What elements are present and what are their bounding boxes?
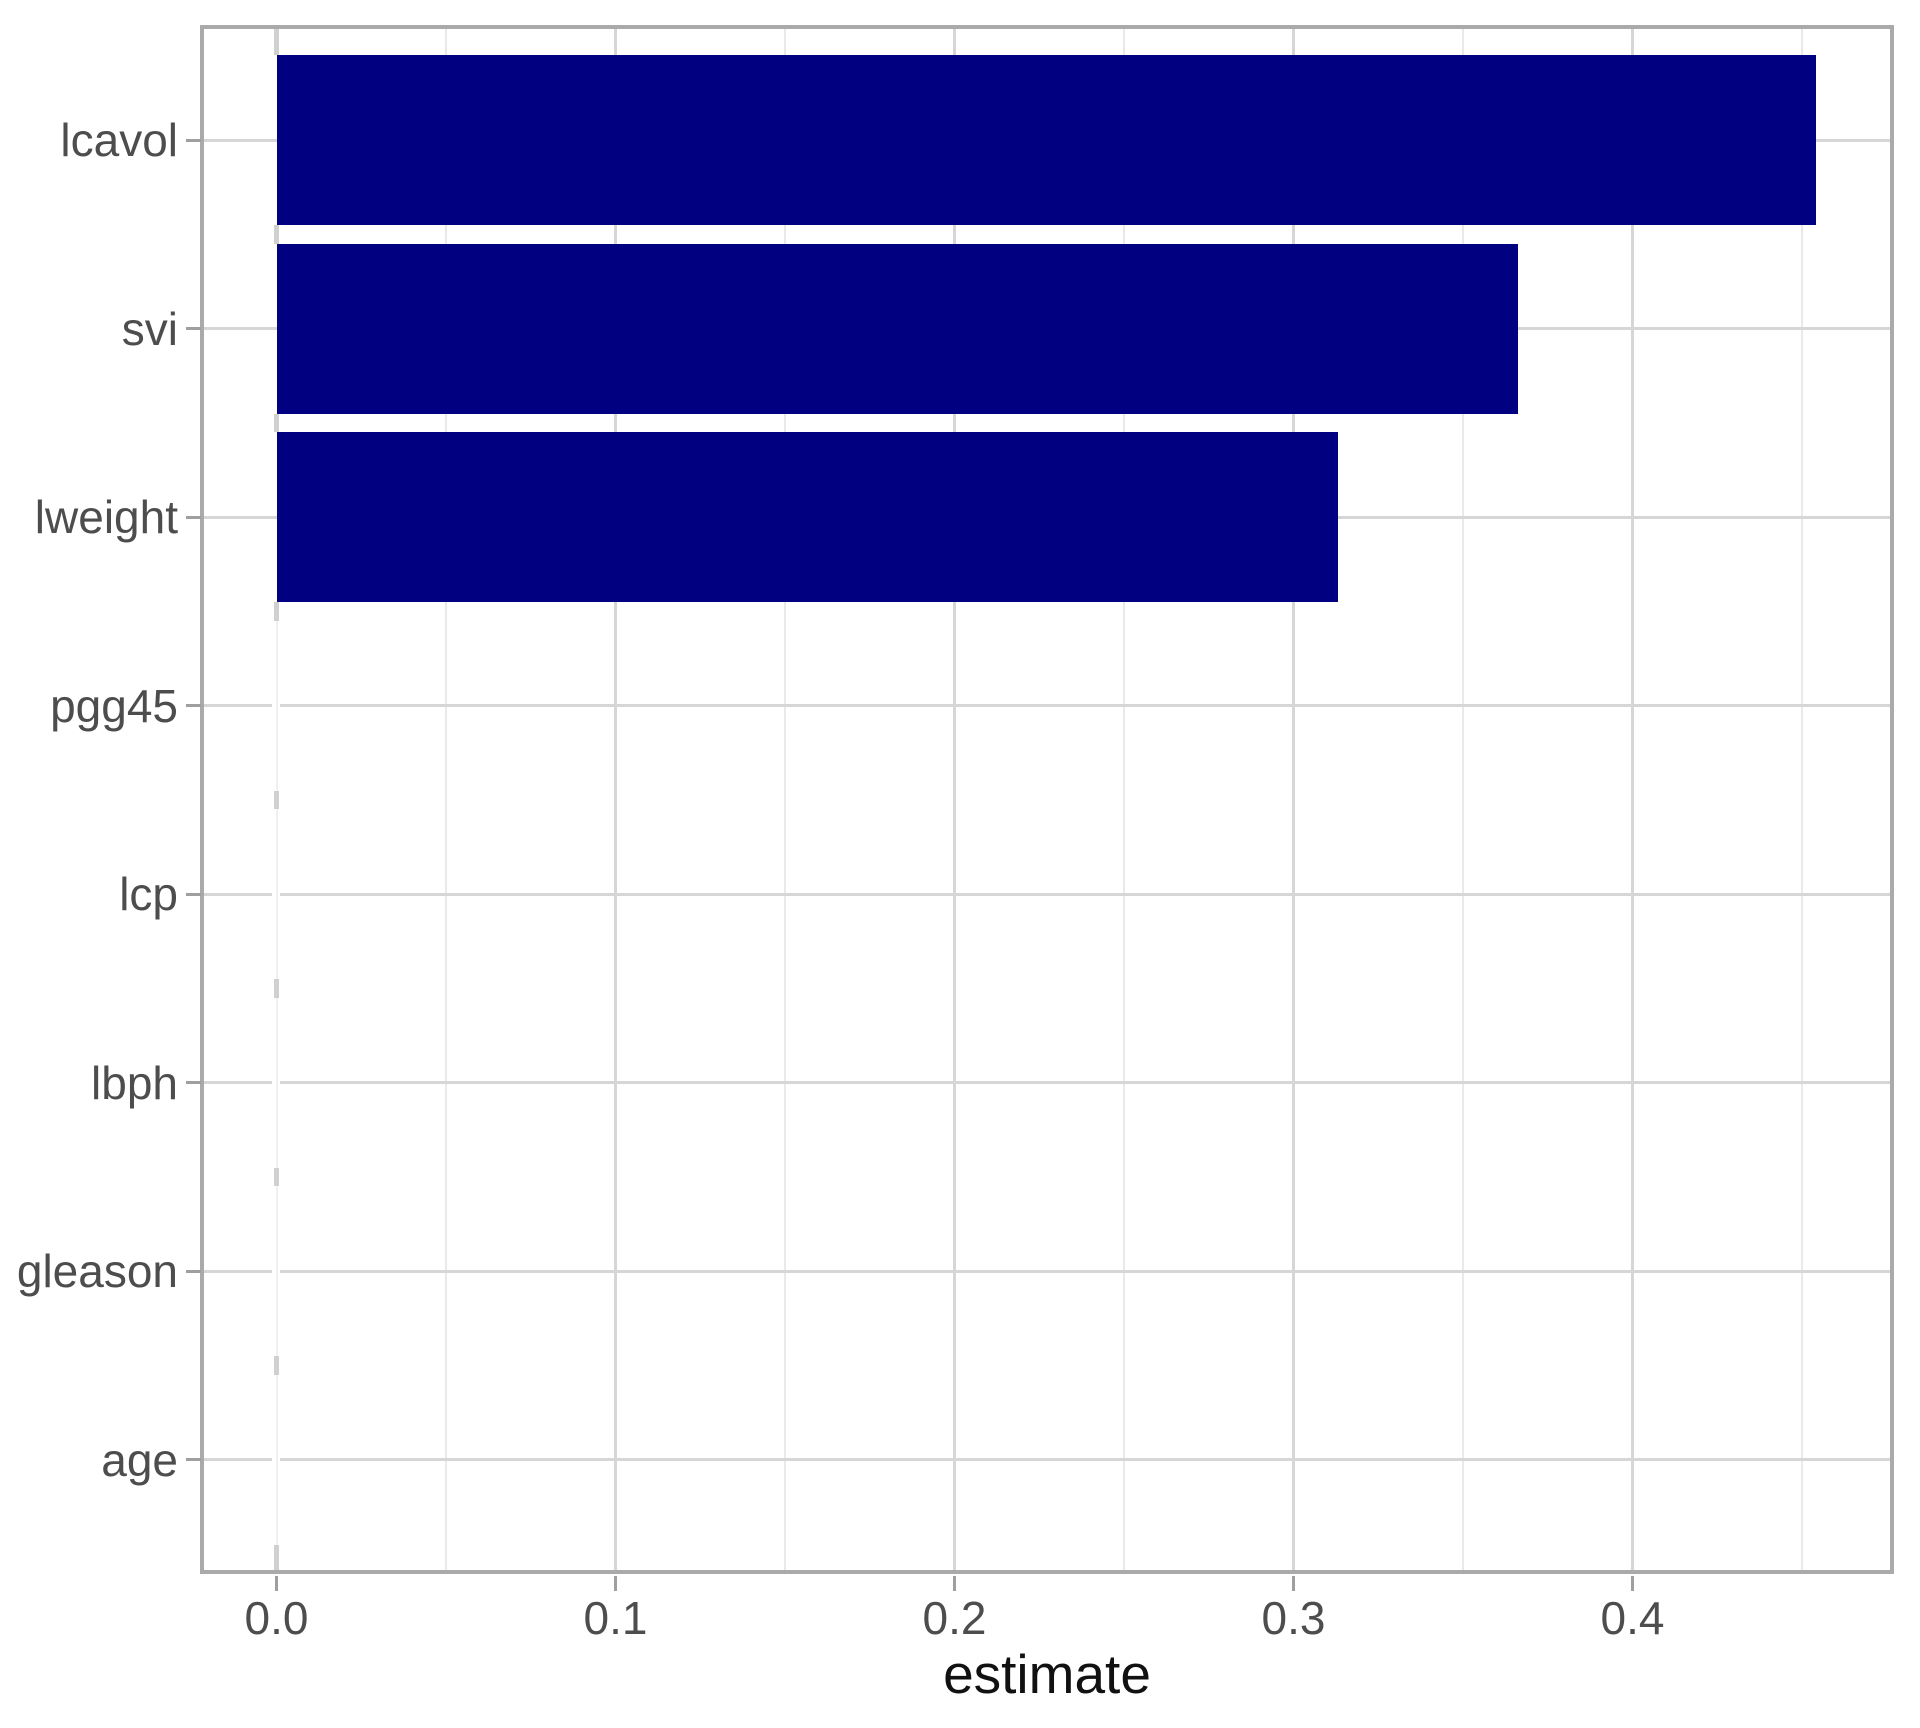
zero-bar-line-pgg45 [276, 620, 278, 791]
gridline-y-lbph [204, 1081, 1890, 1084]
bar-lcavol [277, 55, 1817, 225]
y-tick-gleason [186, 1269, 201, 1273]
x-tick-label: 0.1 [583, 1592, 648, 1644]
y-category-label-lcavol: lcavol [60, 114, 178, 166]
y-tick-pgg45 [186, 704, 201, 707]
y-tick-lcavol [186, 138, 201, 142]
x-tick-0.1 [614, 1576, 617, 1591]
y-category-label-svi: svi [121, 302, 178, 355]
y-category-label-gleason: gleason [16, 1245, 178, 1297]
x-tick-0.2 [953, 1576, 956, 1591]
x-tick-0.3 [1292, 1576, 1295, 1591]
gridline-x-minor [1123, 29, 1125, 1570]
zero-bar-line-lcp [276, 809, 278, 979]
gridline-x-major [1631, 29, 1634, 1570]
x-tick-label: 0.0 [244, 1592, 309, 1644]
gridline-x-minor [1462, 29, 1464, 1570]
y-tick-lbph [186, 1081, 201, 1084]
gridline-x-zero-segment [274, 1356, 279, 1375]
y-tick-lcp [186, 892, 201, 896]
y-tick-age [186, 1458, 201, 1461]
zero-bar-line-lbph [276, 997, 278, 1168]
y-tick-lweight [186, 515, 201, 519]
y-category-label-lweight: lweight [34, 491, 178, 543]
zero-bar-line-age [276, 1374, 278, 1545]
gridline-x-zero-segment [274, 1167, 279, 1186]
gridline-x-zero-segment [274, 413, 279, 432]
gridline-x-minor [1801, 29, 1803, 1570]
bar-lweight [277, 432, 1339, 602]
gridline-y-gleason [204, 1269, 1890, 1273]
y-tick-svi [186, 327, 201, 330]
zero-bar-line-gleason [276, 1186, 278, 1356]
gridline-x-minor [784, 29, 786, 1570]
x-tick-label: 0.2 [922, 1592, 987, 1644]
gridline-x-zero-segment [274, 29, 279, 55]
y-category-label-lbph: lbph [91, 1056, 178, 1109]
x-tick-0.4 [1631, 1576, 1634, 1591]
x-tick-label: 0.3 [1261, 1592, 1326, 1644]
gridline-x-major [953, 29, 956, 1570]
y-category-label-age: age [101, 1433, 178, 1486]
x-axis-title: estimate [943, 1643, 1151, 1705]
gridline-x-minor [445, 29, 447, 1570]
gridline-x-zero-segment [274, 979, 279, 998]
bar-svi [277, 243, 1518, 414]
x-tick-0 [275, 1576, 278, 1591]
gridline-x-major [614, 29, 617, 1570]
gridline-x-zero-segment [274, 790, 279, 809]
y-category-label-pgg45: pgg45 [50, 679, 178, 732]
gridline-y-pgg45 [204, 704, 1890, 707]
gridline-x-major [1292, 29, 1295, 1570]
gridline-x-zero-segment [274, 1544, 279, 1570]
gridline-x-zero-segment [274, 602, 279, 621]
gridline-y-age [204, 1458, 1890, 1461]
gridline-y-lcp [204, 892, 1890, 896]
gridline-x-zero-segment [274, 225, 279, 244]
y-category-label-lcp: lcp [119, 868, 178, 920]
x-tick-label: 0.4 [1600, 1592, 1665, 1644]
